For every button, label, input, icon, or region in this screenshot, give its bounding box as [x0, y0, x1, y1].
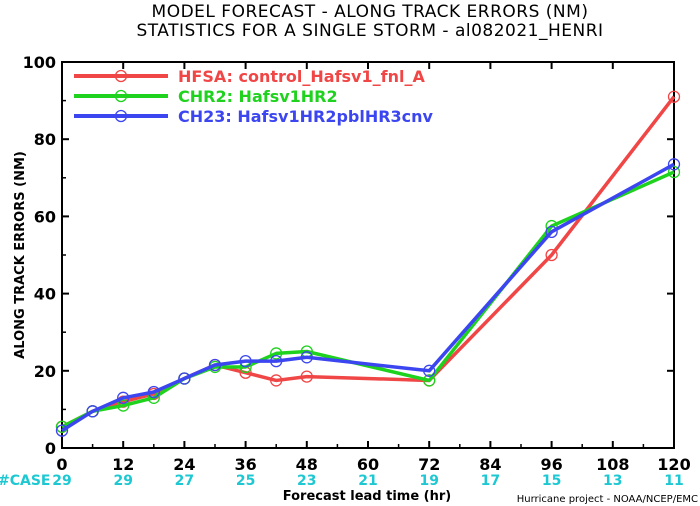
credit-text: Hurricane project - NOAA/NCEP/EMC	[517, 494, 698, 505]
chart-title: MODEL FORECAST - ALONG TRACK ERRORS (NM)	[152, 2, 589, 22]
data-point	[667, 158, 681, 171]
chart-subtitle: STATISTICS FOR A SINGLE STORM - al082021…	[136, 21, 603, 41]
y-tick-label: 100	[23, 53, 56, 72]
data-point	[117, 399, 130, 412]
x-tick-label: 96	[540, 455, 562, 474]
case-count: 23	[297, 473, 316, 489]
data-point	[239, 354, 252, 368]
x-tick-label: 72	[418, 455, 440, 474]
x-tick-label: 84	[479, 455, 501, 474]
x-tick-label: 120	[657, 455, 690, 474]
case-count: 15	[542, 473, 561, 489]
series-line	[61, 95, 676, 429]
legend-marker	[114, 89, 128, 103]
data-point	[423, 374, 436, 387]
x-tick-label: 0	[56, 455, 67, 474]
data-point	[545, 248, 558, 262]
legend-marker	[114, 109, 128, 123]
legend-label: CH23: Hafsv1HR2pblHR3cnv	[178, 107, 434, 126]
x-axis-label: Forecast lead time (hr)	[283, 489, 451, 504]
data-point	[423, 364, 436, 377]
data-point	[667, 90, 681, 103]
case-count: 21	[358, 473, 377, 489]
y-tick-label: 0	[45, 439, 56, 458]
x-tick-label: 60	[357, 455, 379, 474]
x-tick-label: 12	[112, 455, 134, 474]
plot-area: 0 12 24 36 48 60 72 84 96 108 120 0 20 40 60 80 100 HFSA:…	[23, 53, 691, 489]
legend-label: CHR2: Hafsv1HR2	[178, 87, 338, 106]
y-tick-label: 80	[34, 130, 56, 149]
case-count: 27	[175, 473, 194, 489]
case-label: #CASE	[0, 473, 51, 489]
y-axis-label: ALONG TRACK ERRORS (NM)	[13, 151, 28, 359]
case-count: 29	[52, 473, 71, 489]
data-point	[300, 370, 313, 383]
data-point	[270, 354, 283, 368]
y-tick-label: 60	[34, 207, 56, 226]
data-point	[147, 385, 160, 399]
x-tick-label: 108	[596, 455, 629, 474]
case-count: 29	[113, 473, 132, 489]
x-tick-label: 48	[296, 455, 318, 474]
data-point	[86, 405, 99, 418]
x-tick-label: 36	[234, 455, 256, 474]
data-point	[545, 225, 558, 238]
y-tick-label: 40	[34, 285, 56, 304]
data-point	[178, 372, 191, 385]
data-point	[208, 358, 222, 372]
series-line	[61, 162, 675, 433]
case-count: 19	[419, 473, 438, 489]
data-point	[117, 391, 130, 404]
y-tick-label: 20	[34, 362, 56, 381]
data-point	[667, 165, 681, 179]
data-point	[300, 351, 313, 364]
legend-marker	[114, 69, 128, 83]
case-count: 13	[603, 473, 622, 489]
data-point	[55, 424, 69, 437]
legend-label: HFSA: control_Hafsv1_fnl_A	[178, 67, 425, 86]
case-count: 25	[236, 473, 255, 489]
case-count: 17	[481, 473, 500, 489]
case-count: 11	[664, 473, 683, 489]
data-point	[270, 347, 283, 360]
x-tick-label: 24	[173, 455, 195, 474]
data-point	[270, 374, 283, 387]
